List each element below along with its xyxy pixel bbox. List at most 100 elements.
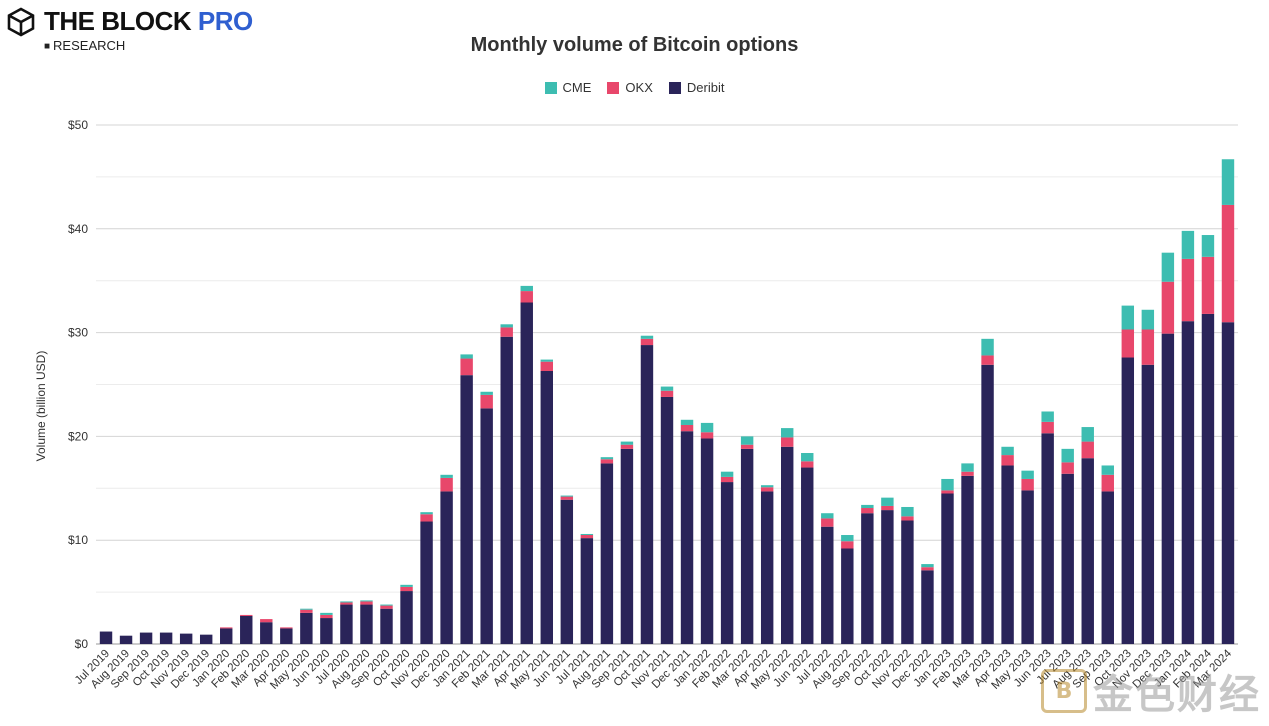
bar-deribit xyxy=(400,591,413,644)
bar-stack xyxy=(1041,411,1054,644)
legend-swatch-okx xyxy=(607,81,620,94)
chart-title: Monthly volume of Bitcoin options xyxy=(470,34,799,56)
bar-stack xyxy=(660,386,674,644)
bar-okx xyxy=(801,461,814,468)
bar-stack xyxy=(199,634,213,644)
bar-deribit xyxy=(1041,433,1054,644)
bar-okx xyxy=(1141,329,1155,365)
bar-cme xyxy=(1101,465,1114,475)
legend-swatch-deribit xyxy=(668,81,681,94)
bar-okx xyxy=(981,355,994,365)
bar-stack xyxy=(961,463,974,644)
bar-okx xyxy=(340,602,353,605)
bar-deribit xyxy=(320,618,333,644)
y-tick-label: $20 xyxy=(68,429,88,443)
bar-okx xyxy=(1001,455,1014,466)
bar-cme xyxy=(1201,235,1215,257)
bar-okx xyxy=(580,535,594,539)
bar-okx xyxy=(1121,329,1135,358)
bar-okx xyxy=(740,444,754,449)
bar-deribit xyxy=(1181,321,1195,644)
bar-stack xyxy=(119,635,133,644)
bar-stack xyxy=(520,285,533,644)
bar-okx xyxy=(1101,474,1114,492)
bar-stack xyxy=(1141,309,1155,644)
bar-cme xyxy=(821,513,834,519)
bar-stack xyxy=(1221,159,1235,644)
bar-deribit xyxy=(780,446,794,644)
y-tick-label: $30 xyxy=(68,326,88,340)
bar-cme xyxy=(580,533,594,536)
bar-deribit xyxy=(981,364,994,644)
bar-stack xyxy=(1161,252,1175,644)
bar-deribit xyxy=(440,491,453,644)
bar-deribit xyxy=(1121,357,1135,644)
bar-deribit xyxy=(821,526,834,644)
bar-deribit xyxy=(1061,473,1074,644)
bar-deribit xyxy=(540,371,554,644)
brand-name-main: THE BLOCK xyxy=(44,6,192,36)
bar-deribit xyxy=(1221,322,1235,644)
bar-deribit xyxy=(520,302,533,644)
bar-deribit xyxy=(760,491,774,644)
y-tick-label: $40 xyxy=(68,222,88,236)
bar-okx xyxy=(620,444,634,449)
bar-deribit xyxy=(620,448,634,644)
bar-cme xyxy=(1021,470,1034,479)
bar-deribit xyxy=(360,604,373,644)
bar-deribit xyxy=(560,499,574,644)
bar-deribit xyxy=(280,628,293,644)
bar-okx xyxy=(1041,421,1054,434)
bar-cme xyxy=(520,285,533,292)
bar-deribit xyxy=(901,520,914,644)
bar-okx xyxy=(420,514,433,522)
legend-swatch-cme xyxy=(544,81,557,94)
bar-cme xyxy=(1181,230,1195,259)
bar-okx xyxy=(540,361,554,372)
y-axis-label: Volume (billion USD) xyxy=(34,351,48,462)
bar-stack xyxy=(179,633,193,644)
bar-stack xyxy=(640,335,654,644)
bar-okx xyxy=(600,459,614,464)
bar-cme xyxy=(941,478,954,491)
bar-okx xyxy=(240,614,253,616)
bar-stack xyxy=(420,512,433,644)
bar-stack xyxy=(881,497,894,644)
bar-okx xyxy=(360,601,373,605)
bar-deribit xyxy=(1101,491,1114,644)
legend-item-okx: OKX xyxy=(607,80,653,95)
bar-okx xyxy=(760,487,774,492)
bar-okx xyxy=(680,424,694,432)
bar-cme xyxy=(1121,305,1135,330)
bar-cme xyxy=(961,463,974,472)
bar-deribit xyxy=(220,628,233,644)
bar-cme xyxy=(420,512,433,515)
bar-stack xyxy=(1001,446,1014,644)
bar-cme xyxy=(1221,159,1235,205)
bar-deribit xyxy=(1141,364,1155,644)
bar-stack xyxy=(480,391,493,644)
bar-stack xyxy=(440,474,453,644)
bar-okx xyxy=(861,508,874,514)
bar-cme xyxy=(360,600,373,602)
y-tick-label: $0 xyxy=(75,637,89,651)
legend-label-cme: CME xyxy=(562,80,592,95)
bar-deribit xyxy=(119,635,133,644)
bar-deribit xyxy=(921,570,934,644)
bar-deribit xyxy=(480,408,493,644)
bar-stack xyxy=(320,612,333,644)
bar-stack xyxy=(1181,230,1195,644)
bar-deribit xyxy=(881,510,894,644)
bar-stack xyxy=(720,471,734,644)
bar-okx xyxy=(961,471,974,476)
bar-okx xyxy=(1021,478,1034,491)
bar-stack xyxy=(139,632,153,644)
bar-okx xyxy=(1061,462,1074,474)
bar-stack xyxy=(841,535,854,644)
bar-stack xyxy=(580,533,594,644)
bar-deribit xyxy=(139,632,153,644)
bar-stack xyxy=(300,608,313,644)
legend-label-deribit: Deribit xyxy=(686,80,725,95)
bar-stack xyxy=(1081,427,1094,644)
bar-deribit xyxy=(640,345,654,644)
